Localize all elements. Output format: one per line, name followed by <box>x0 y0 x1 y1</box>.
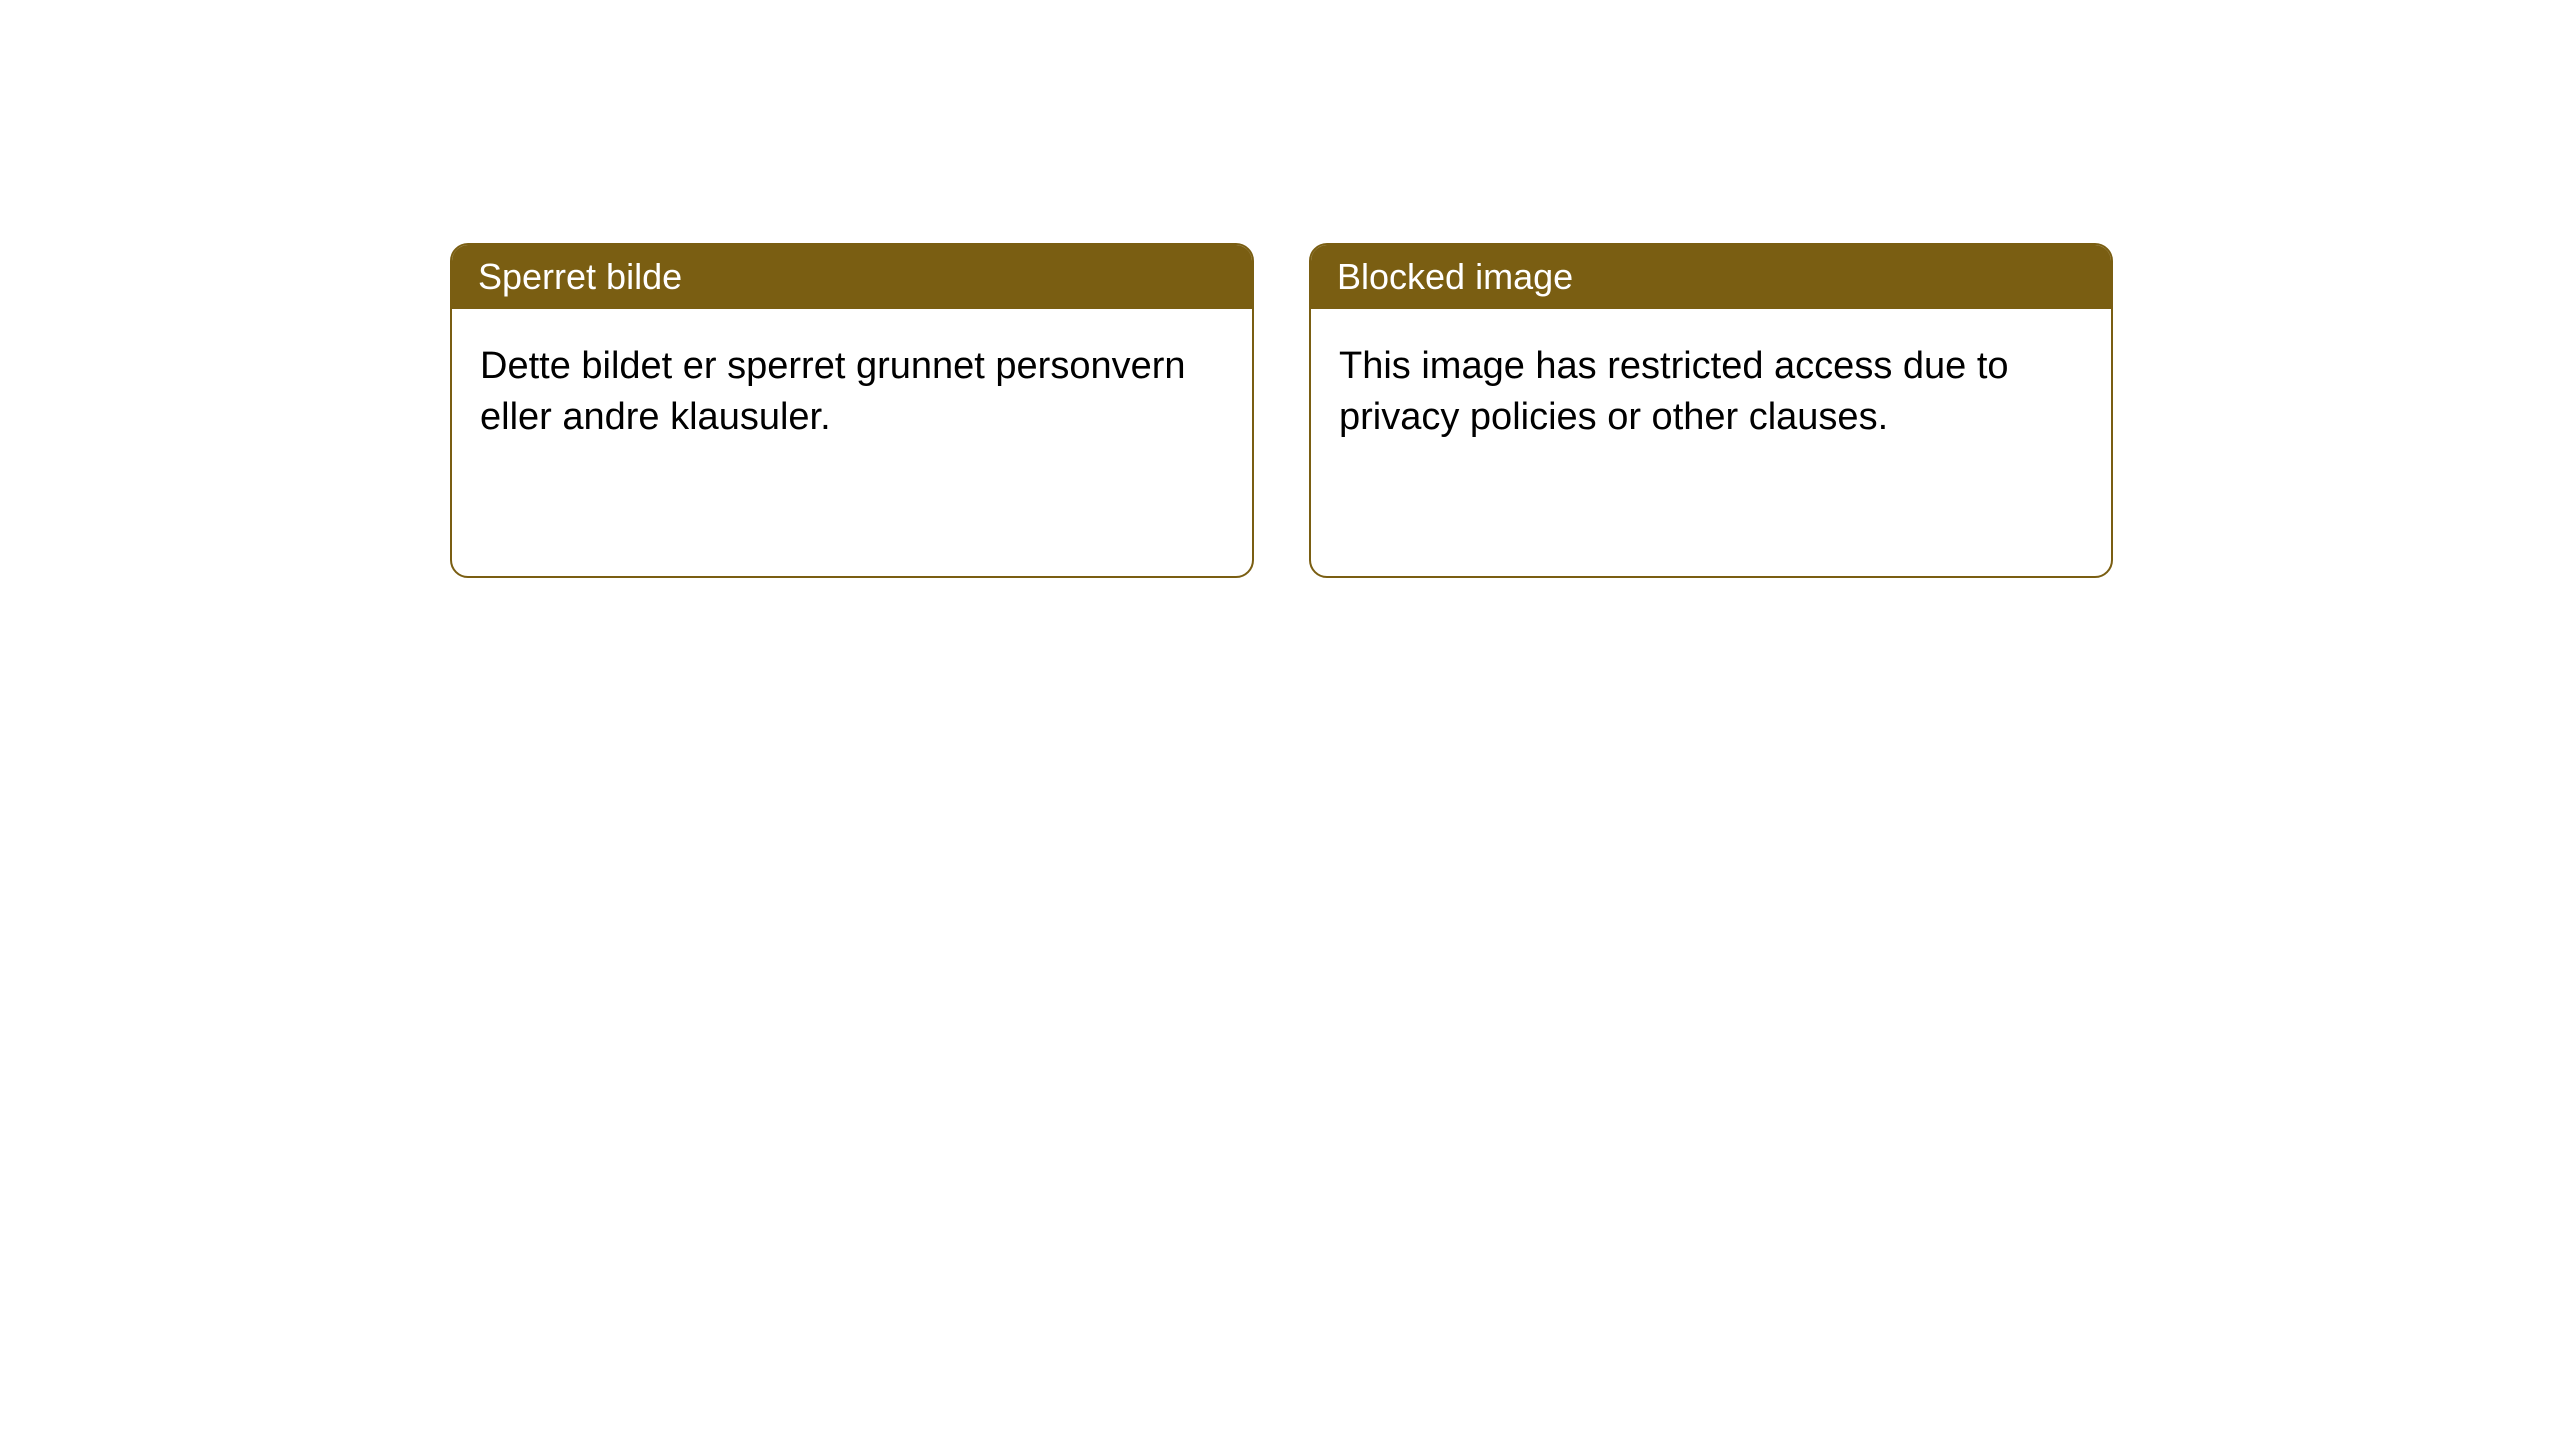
card-title: Sperret bilde <box>452 245 1252 309</box>
notice-card-english: Blocked image This image has restricted … <box>1309 243 2113 578</box>
notice-container: Sperret bilde Dette bildet er sperret gr… <box>450 243 2113 578</box>
card-title: Blocked image <box>1311 245 2111 309</box>
notice-card-norwegian: Sperret bilde Dette bildet er sperret gr… <box>450 243 1254 578</box>
card-body: Dette bildet er sperret grunnet personve… <box>452 309 1252 476</box>
card-body: This image has restricted access due to … <box>1311 309 2111 476</box>
